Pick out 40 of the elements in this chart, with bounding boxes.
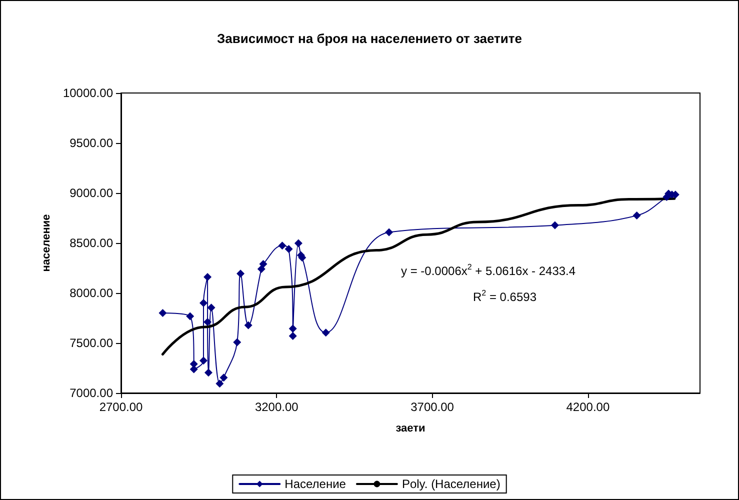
y-axis-title: население bbox=[40, 214, 53, 272]
x-tick-label: 4200.00 bbox=[566, 400, 610, 414]
y-tick-label: 7000.00 bbox=[70, 386, 114, 400]
point bbox=[259, 260, 268, 268]
chart-title: Зависимост на броя на населението от заетите bbox=[217, 31, 522, 46]
point bbox=[257, 265, 266, 273]
y-tick-label: 10000.00 bbox=[62, 86, 114, 100]
x-axis-title: заети bbox=[396, 422, 426, 434]
point bbox=[288, 324, 297, 333]
x-tick-label: 3700.00 bbox=[410, 400, 454, 414]
y-tick-label: 9000.00 bbox=[70, 186, 114, 200]
point bbox=[385, 228, 394, 236]
x-tick-label: 2700.00 bbox=[99, 400, 144, 414]
point bbox=[294, 239, 302, 248]
point bbox=[199, 356, 208, 365]
x-tick-label: 3200.00 bbox=[254, 400, 299, 414]
point bbox=[204, 368, 212, 377]
y-tick-label: 9500.00 bbox=[70, 136, 114, 150]
point bbox=[207, 304, 216, 312]
point bbox=[204, 273, 212, 281]
point bbox=[199, 299, 208, 307]
point bbox=[322, 328, 330, 337]
point bbox=[632, 212, 641, 220]
point bbox=[278, 242, 286, 250]
point bbox=[244, 321, 252, 330]
point bbox=[186, 312, 194, 320]
point bbox=[216, 380, 224, 388]
point bbox=[288, 332, 297, 340]
point bbox=[284, 245, 293, 253]
point bbox=[550, 221, 559, 230]
point bbox=[204, 318, 212, 326]
point bbox=[220, 374, 228, 382]
y-tick-label: 8000.00 bbox=[70, 286, 114, 300]
point bbox=[233, 338, 242, 346]
y-tick-label: 7500.00 bbox=[70, 336, 114, 350]
legend-label: Население bbox=[284, 477, 346, 491]
point bbox=[158, 309, 167, 317]
legend-label: Poly. (Население) bbox=[402, 477, 500, 491]
point bbox=[236, 270, 245, 278]
y-tick-label: 8500.00 bbox=[70, 236, 114, 250]
